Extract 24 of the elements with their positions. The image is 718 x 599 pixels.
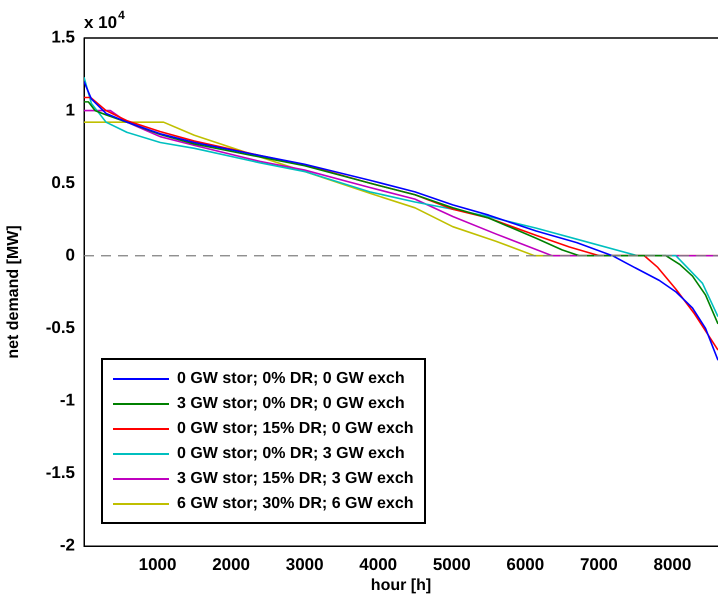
x-tick-label: 5000: [432, 554, 471, 574]
y-tick-label: 1.5: [51, 28, 75, 47]
y-tick-label: 0: [66, 245, 75, 264]
x-tick-label: 6000: [506, 554, 544, 574]
legend-label: 3 GW stor; 0% DR; 0 GW exch: [177, 394, 405, 412]
y-tick-label: -0.5: [46, 318, 75, 337]
x-tick-label: 7000: [580, 554, 618, 574]
x-axis-title: hour [h]: [370, 576, 432, 594]
y-tick-label: -1: [60, 390, 75, 410]
x-tick-label: 8000: [653, 554, 692, 574]
x-tick-label: 2000: [212, 554, 250, 574]
legend-label: 0 GW stor; 15% DR; 0 GW exch: [177, 420, 414, 438]
legend-label: 3 GW stor; 15% DR; 3 GW exch: [177, 470, 414, 488]
legend-label: 0 GW stor; 0% DR; 3 GW exch: [177, 444, 405, 462]
x-tick-label: 1000: [138, 554, 176, 574]
y-tick-label: -2: [60, 536, 75, 555]
y-tick-label: 1: [66, 100, 75, 120]
x-tick-label: 3000: [286, 554, 324, 574]
x-tick-label: 4000: [359, 554, 398, 574]
y-axis-title: net demand [MW]: [5, 225, 22, 359]
y-tick-label: -1.5: [46, 463, 75, 482]
legend-label: 0 GW stor; 0% DR; 0 GW exch: [177, 370, 405, 388]
y-tick-label: 0.5: [51, 172, 75, 192]
legend-label: 6 GW stor; 30% DR; 6 GW exch: [177, 494, 414, 512]
